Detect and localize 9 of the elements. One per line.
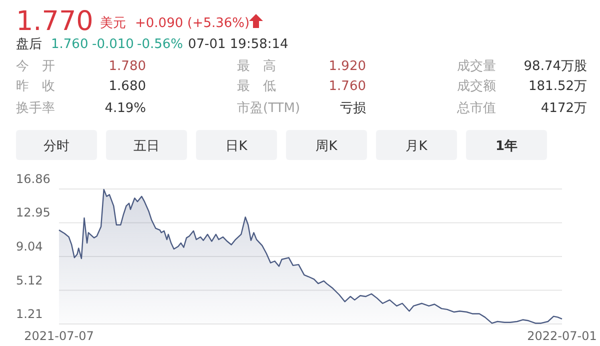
- x-tick-label: 2022-07-01: [527, 329, 597, 343]
- y-tick-label: 16.86: [16, 172, 50, 186]
- plot: 1.21 5.12 9.04 12.95 16.86 2021-07-07 2022-07-01: [16, 172, 597, 343]
- y-tick-label: 9.04: [16, 239, 43, 254]
- y-tick-label: 5.12: [16, 273, 43, 288]
- y-tick-label: 12.95: [16, 206, 50, 220]
- y-tick-label: 1.21: [16, 307, 43, 321]
- x-tick-label: 2021-07-07: [24, 329, 94, 343]
- header: 1.770 美元 +0.090 (+5.36%) 盘后 1.760 -0.010 -0.56% 07-01 19:58:14 今 开 1.780 最 高 1.920 成交量 98.74万股 昨 收 1.680 最 低 1.760 成交额 181.52万 换手率 4.19% 市盈(TTM) 亏损 总市值 4172万 分时 五日 日K 周K 月K 1年: [16, 6, 587, 160]
